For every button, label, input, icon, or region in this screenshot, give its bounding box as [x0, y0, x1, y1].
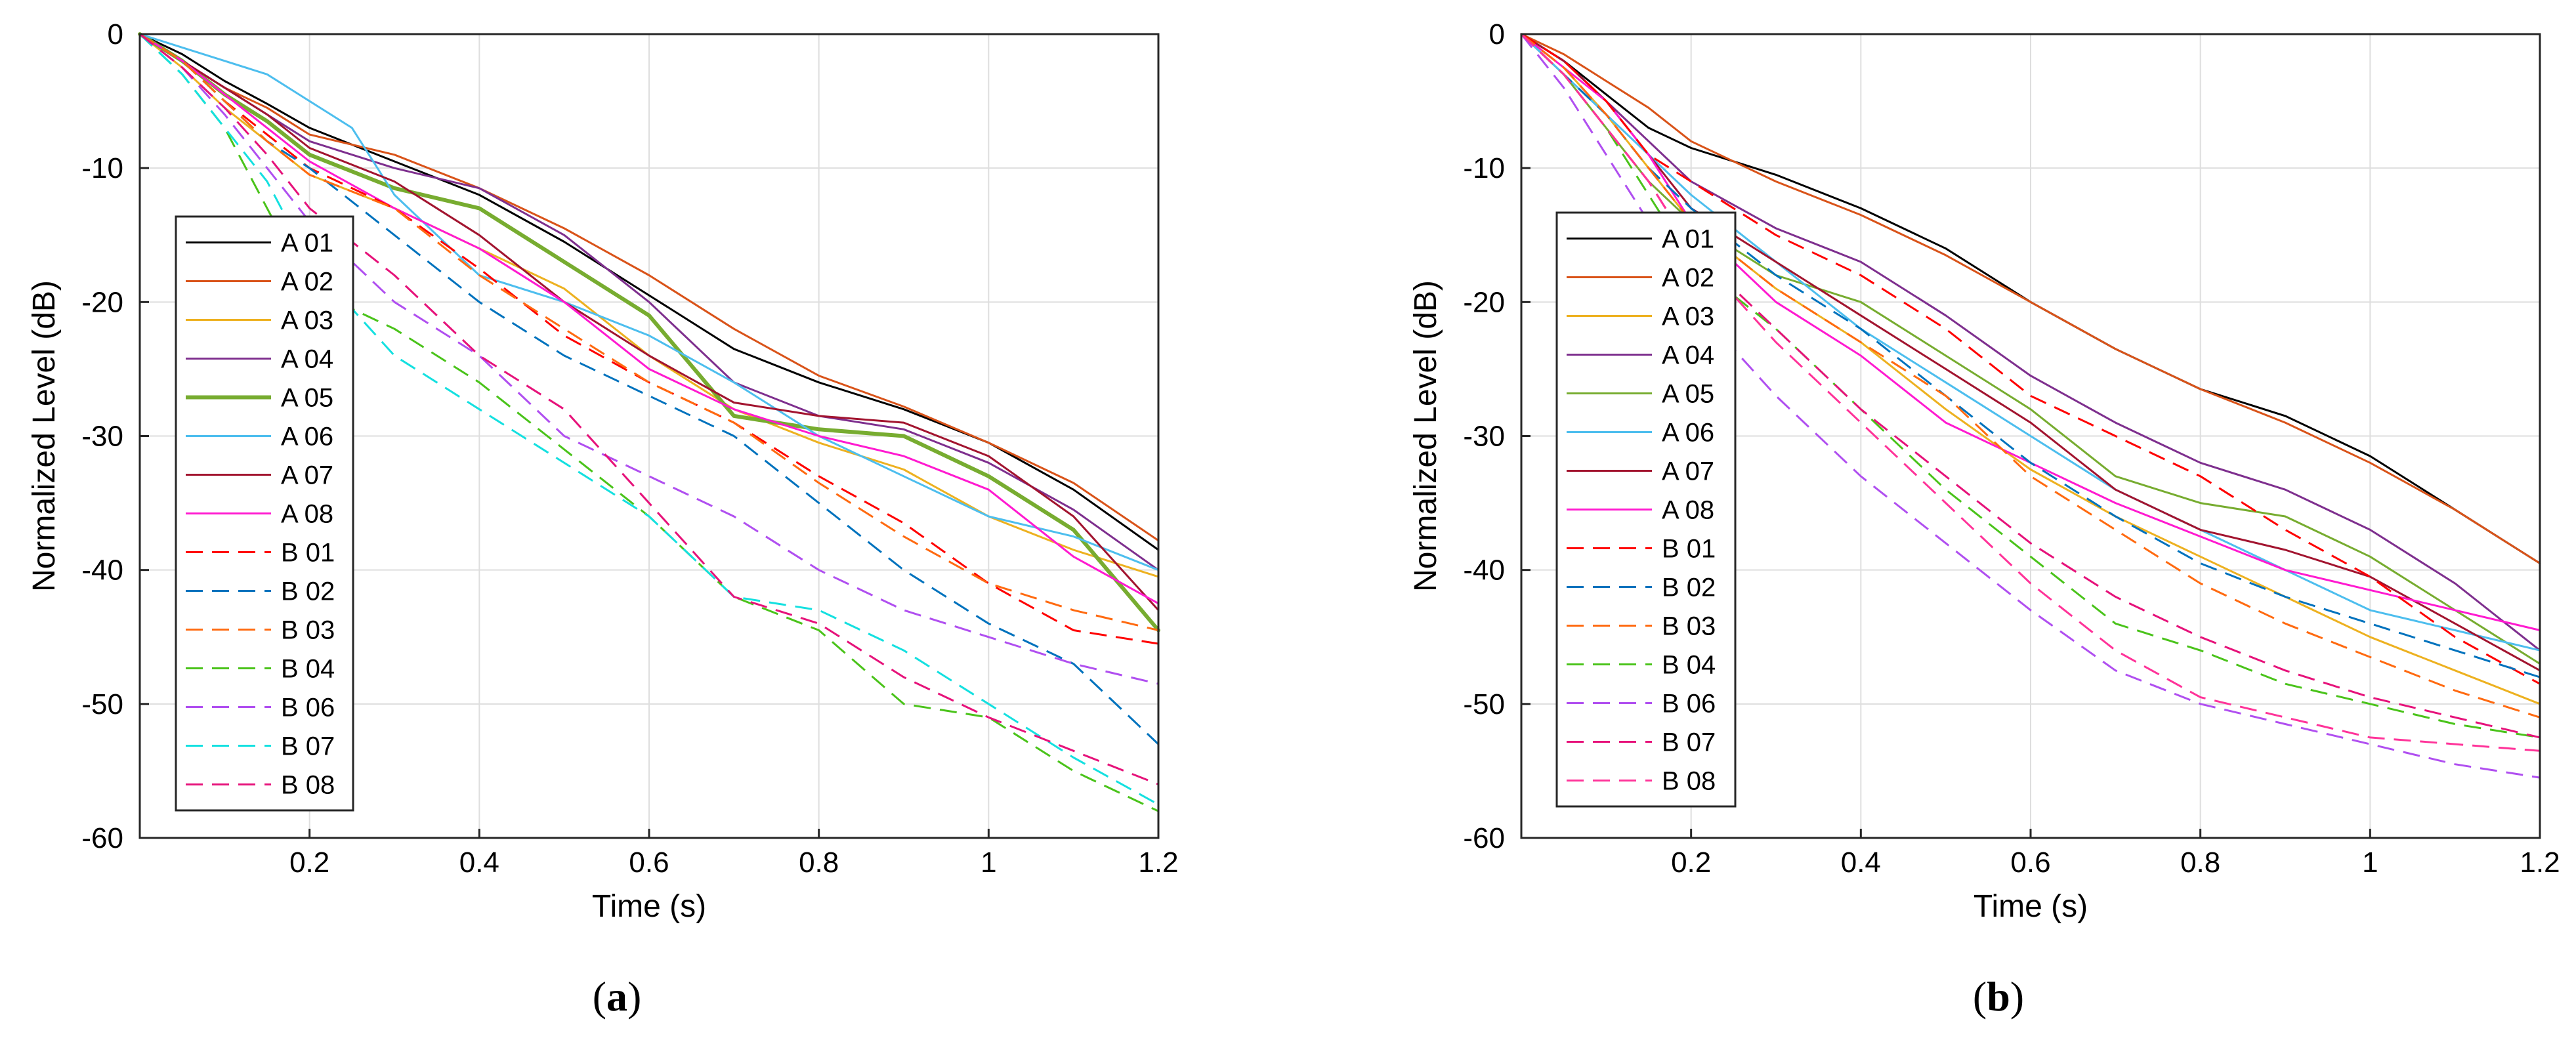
legend-label: A 04 [1662, 341, 1714, 370]
legend-label: B 03 [1662, 612, 1716, 641]
series-line-b-08 [139, 33, 1159, 785]
legend-label: A 07 [281, 461, 333, 490]
legend-label: B 02 [281, 577, 335, 606]
x-tick-label: 1 [981, 846, 996, 879]
y-tick-label: -20 [81, 286, 123, 318]
y-tick-label: -20 [1463, 286, 1505, 318]
series-lines [1520, 33, 2541, 779]
series-line-a-06 [1520, 33, 2541, 652]
series-line-b-01 [1521, 33, 2541, 685]
y-tick-label: -40 [1463, 554, 1505, 587]
x-tick-label: 0.6 [629, 846, 669, 879]
y-tick-label: -10 [1463, 152, 1505, 184]
x-tick-label: 1 [2362, 846, 2378, 879]
legend-label: B 06 [281, 694, 335, 722]
legend-label: A 02 [281, 268, 333, 297]
x-tick-label: 0.4 [459, 846, 499, 879]
legend-label: A 07 [1662, 457, 1714, 486]
y-tick-label: -60 [81, 822, 123, 854]
legend-label: A 08 [1662, 496, 1714, 525]
y-tick-label: -30 [81, 421, 123, 453]
ticks: 0.2 0.4 0.6 0.8 1 1.2 0 -10 -20 -30 -40 -50 -60 [1463, 18, 2560, 879]
legend-label: A 01 [1662, 225, 1714, 254]
series-line-b-06 [1520, 33, 2541, 779]
legend-label: B 08 [1662, 767, 1716, 796]
legend-label: A 06 [1662, 419, 1714, 448]
legend-label: A 02 [1662, 264, 1714, 293]
y-tick-label: -60 [1463, 822, 1505, 854]
legend-label: B 03 [281, 616, 335, 645]
chart-panel-a: 0.2 0.4 0.6 0.8 1 1.2 0 -10 -20 -30 -40 -50 -60 Time … [27, 18, 1179, 1020]
series-line-b-03 [1521, 33, 2541, 719]
legend-label: A 04 [281, 345, 333, 374]
y-tick-label: -10 [81, 152, 123, 184]
ticks: 0.2 0.4 0.6 0.8 1 1.2 0 -10 -20 -30 -40 -50 -60 [81, 18, 1178, 879]
legend-label: B 04 [281, 655, 335, 684]
x-tick-label: 1.2 [1138, 846, 1178, 879]
x-tick-label: 0.8 [799, 846, 839, 879]
panel-caption-letter: b [1987, 973, 2010, 1020]
y-tick-label: -50 [1463, 688, 1505, 720]
legend-label: A 08 [281, 500, 333, 529]
legend: A 01 A 02 A 03 A 04 A 05 A 06 A 07 A 08 B 01 B 02… [1555, 211, 1737, 808]
legend-label: B 07 [1662, 728, 1716, 757]
legend: A 01 A 02 A 03 A 04 A 05 A 06 A 07 A 08 B 01 B 02… [175, 215, 354, 812]
panel-caption: (a) [593, 973, 642, 1020]
series-line-b-01 [139, 33, 1159, 645]
y-tick-label: -40 [81, 554, 123, 587]
legend-label: B 02 [1662, 573, 1716, 602]
x-tick-label: 1.2 [2520, 846, 2560, 879]
legend-label: B 06 [1662, 690, 1716, 719]
x-axis-label: Time (s) [1974, 889, 2088, 924]
series-line-a-05 [138, 32, 1160, 633]
series-line-a-06 [138, 33, 1160, 572]
panel-caption: (b) [1973, 973, 2024, 1020]
x-tick-label: 0.2 [1671, 846, 1711, 879]
y-tick-label: -30 [1463, 421, 1505, 453]
x-tick-label: 0.8 [2180, 846, 2220, 879]
y-tick-label: -50 [81, 688, 123, 720]
y-axis-label: Normalized Level (dB) [27, 280, 62, 592]
series-line-b-06 [139, 33, 1159, 685]
legend-label: A 03 [281, 306, 333, 335]
legend-label: B 04 [1662, 651, 1716, 680]
chart-panel-b: 0.2 0.4 0.6 0.8 1 1.2 0 -10 -20 -30 -40 -50 -60 Time … [1408, 18, 2560, 1020]
legend-label: B 07 [281, 732, 335, 761]
series-line-b-08 [1520, 33, 2541, 752]
x-tick-label: 0.6 [2010, 846, 2050, 879]
series-line-a-04 [1520, 33, 2541, 652]
series-lines [138, 32, 1160, 812]
series-line-a-02 [1520, 33, 2541, 564]
series-line-a-01 [1520, 33, 2541, 564]
series-line-a-02 [138, 33, 1160, 542]
legend-label: A 03 [1662, 302, 1714, 331]
y-tick-label: 0 [1489, 18, 1505, 51]
series-line-b-07 [138, 33, 1159, 806]
x-axis-label: Time (s) [592, 889, 706, 924]
series-line-b-04 [1520, 33, 2541, 739]
series-line-a-03 [138, 33, 1160, 578]
series-line-b-07 [1520, 33, 2541, 739]
y-tick-label: 0 [108, 18, 123, 51]
legend-label: A 05 [1662, 380, 1714, 409]
x-tick-label: 0.2 [289, 846, 329, 879]
series-line-b-02 [139, 33, 1160, 745]
series-line-a-05 [1520, 33, 2541, 665]
legend-label: B 01 [281, 539, 335, 568]
series-line-b-03 [139, 33, 1159, 631]
legend-label: A 05 [281, 384, 333, 413]
legend-label: B 01 [1662, 535, 1716, 564]
legend-label: A 01 [281, 229, 333, 258]
panel-caption-letter: a [606, 973, 627, 1020]
legend-label: B 08 [281, 771, 335, 800]
series-line-a-08 [138, 33, 1160, 605]
legend-label: A 06 [281, 423, 333, 451]
x-tick-label: 0.4 [1841, 846, 1881, 879]
series-line-b-04 [138, 33, 1159, 812]
y-axis-label: Normalized Level (dB) [1408, 280, 1443, 592]
